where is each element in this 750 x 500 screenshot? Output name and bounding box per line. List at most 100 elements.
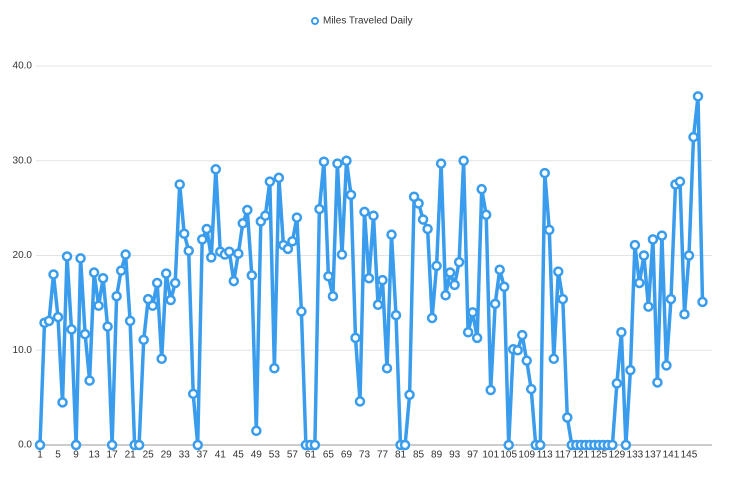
point-marker <box>638 250 650 261</box>
x-tick-label: 125 <box>590 450 607 461</box>
x-tick-label: 81 <box>395 450 407 461</box>
point-marker <box>431 260 442 272</box>
x-tick-label: 85 <box>413 450 425 461</box>
point-marker <box>138 334 149 346</box>
point-marker <box>665 293 677 305</box>
point-marker <box>553 266 564 277</box>
point-marker <box>102 321 113 332</box>
point-marker <box>616 326 627 338</box>
x-tick-label: 53 <box>269 450 281 461</box>
point-marker <box>84 375 95 386</box>
point-marker <box>688 131 699 143</box>
legend-marker <box>311 17 319 25</box>
x-tick-label: 97 <box>467 450 479 461</box>
point-marker <box>480 209 492 221</box>
x-tick-label: 37 <box>197 450 209 461</box>
point-marker <box>296 306 307 317</box>
point-marker <box>70 439 82 451</box>
point-marker <box>61 251 73 262</box>
y-tick-label: 10.0 <box>13 345 33 356</box>
point-marker <box>192 439 203 451</box>
point-marker <box>607 439 618 451</box>
point-marker <box>557 293 569 305</box>
x-tick-label: 21 <box>125 450 137 461</box>
point-marker <box>503 439 514 451</box>
point-marker <box>449 279 460 291</box>
point-marker <box>471 332 483 344</box>
point-marker <box>309 439 321 451</box>
point-marker <box>404 389 415 401</box>
point-marker <box>399 439 411 451</box>
point-marker <box>544 224 555 236</box>
point-marker <box>625 364 636 376</box>
point-marker <box>444 267 456 278</box>
point-marker <box>48 269 59 280</box>
point-marker <box>697 296 708 308</box>
point-marker <box>435 158 447 169</box>
point-marker <box>201 223 213 235</box>
point-marker <box>661 360 672 371</box>
point-marker <box>386 229 397 240</box>
point-marker <box>156 353 167 365</box>
x-tick-label: 25 <box>143 450 155 461</box>
point-marker <box>562 412 573 423</box>
point-marker <box>174 179 185 190</box>
x-tick-label: 133 <box>627 450 644 461</box>
point-marker <box>133 439 145 451</box>
point-marker <box>52 311 64 323</box>
point-marker <box>206 252 217 263</box>
point-marker <box>282 243 294 255</box>
point-marker <box>512 345 523 356</box>
x-tick-label: 49 <box>251 450 263 461</box>
series-line <box>38 94 705 447</box>
point-marker <box>124 315 136 327</box>
point-marker <box>368 210 379 221</box>
x-tick-label: 129 <box>609 450 626 461</box>
point-marker <box>287 236 298 247</box>
x-tick-label: 41 <box>215 450 227 461</box>
point-marker <box>341 155 352 166</box>
point-marker <box>426 312 438 324</box>
point-marker <box>467 307 478 318</box>
point-marker <box>66 324 77 335</box>
point-marker <box>332 158 343 169</box>
point-marker <box>120 249 131 260</box>
point-marker <box>165 294 176 306</box>
point-marker <box>242 204 253 216</box>
point-marker <box>489 298 501 310</box>
point-marker <box>521 355 532 366</box>
point-marker <box>620 439 632 451</box>
x-tick-label: 65 <box>323 450 335 461</box>
x-tick-label: 109 <box>518 450 535 461</box>
point-marker <box>647 234 659 245</box>
y-tick-label: 40.0 <box>13 61 33 72</box>
point-marker <box>75 253 86 264</box>
x-tick-label: 61 <box>305 450 317 461</box>
point-marker <box>246 270 258 281</box>
point-marker <box>291 212 303 223</box>
x-tick-label: 101 <box>482 450 499 461</box>
y-tick-label: 0.0 <box>18 440 32 451</box>
point-marker <box>314 203 325 215</box>
point-marker <box>548 353 560 365</box>
point-marker <box>683 250 695 261</box>
x-tick-label: 77 <box>377 450 389 461</box>
point-marker <box>422 223 433 235</box>
point-marker <box>34 439 46 451</box>
point-marker <box>318 156 330 167</box>
x-tick-label: 9 <box>73 450 79 461</box>
point-marker <box>237 218 249 229</box>
point-marker <box>629 239 641 251</box>
point-marker <box>323 271 334 282</box>
point-marker <box>381 363 393 374</box>
point-marker <box>169 277 181 289</box>
point-marker <box>458 155 469 166</box>
x-tick-label: 89 <box>431 450 443 461</box>
x-tick-label: 29 <box>161 450 173 461</box>
point-marker <box>111 290 122 302</box>
point-marker <box>413 198 424 209</box>
point-marker <box>535 439 546 451</box>
point-marker <box>97 272 109 284</box>
point-marker <box>269 363 280 374</box>
